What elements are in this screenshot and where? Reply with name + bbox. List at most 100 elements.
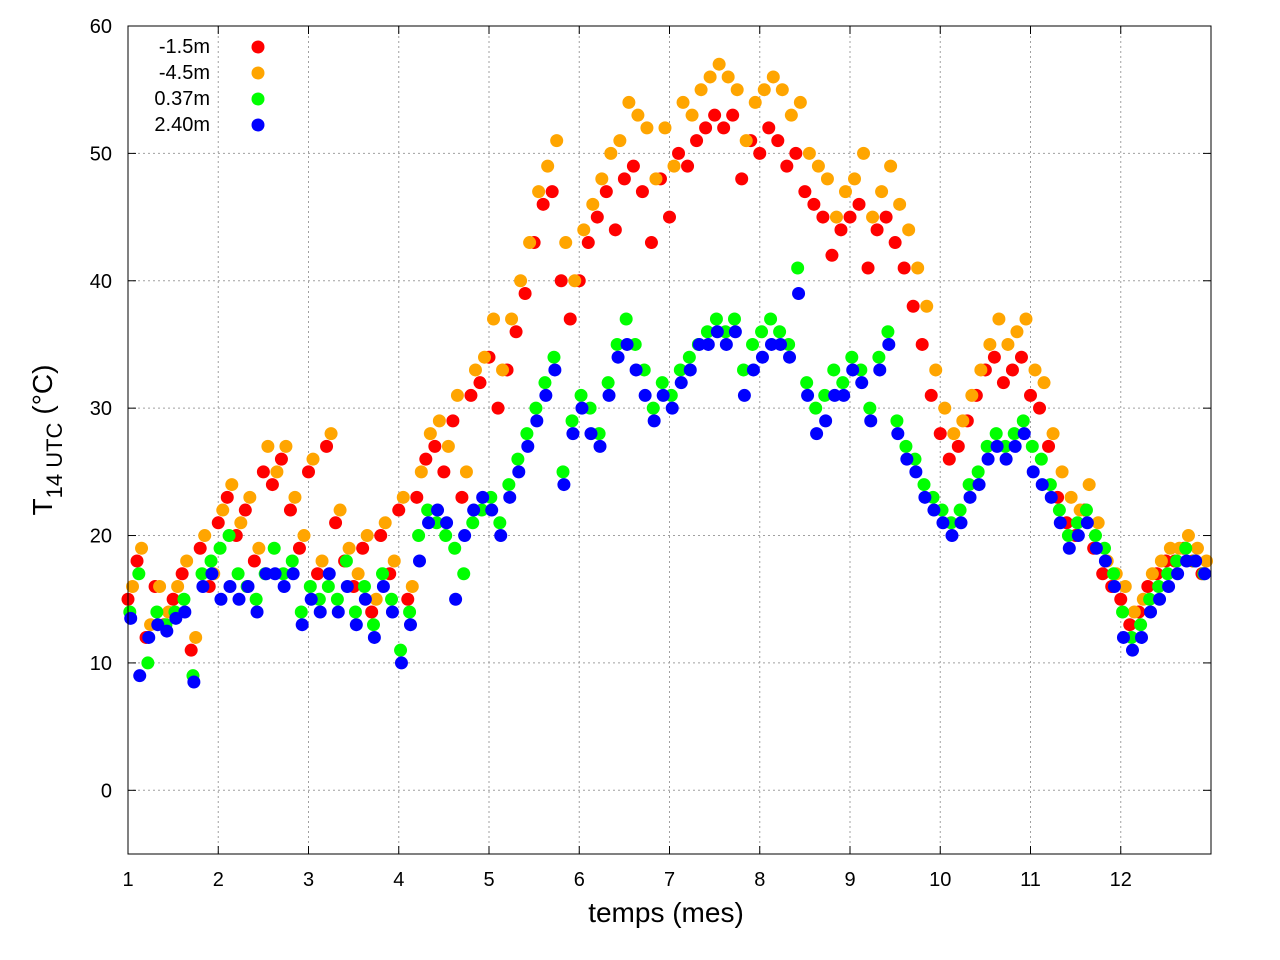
data-point (458, 529, 472, 543)
x-tick-label: 8 (754, 869, 765, 891)
data-point (187, 675, 201, 689)
data-point (656, 388, 670, 402)
data-point (1145, 567, 1159, 581)
data-point (879, 210, 893, 224)
data-point (529, 401, 543, 415)
data-point (1010, 325, 1024, 339)
data-point (394, 643, 408, 657)
data-point (845, 350, 859, 364)
data-point (1163, 541, 1177, 555)
data-point (791, 261, 805, 275)
data-point (214, 592, 228, 606)
data-point (620, 337, 634, 351)
data-point (1154, 554, 1168, 568)
data-point (581, 236, 595, 250)
data-point (166, 592, 180, 606)
data-point (872, 350, 886, 364)
data-point (906, 299, 920, 313)
data-point (1170, 554, 1184, 568)
series-3 (124, 287, 1212, 689)
data-point (1135, 630, 1149, 644)
data-point (261, 439, 275, 453)
data-point (631, 108, 645, 122)
data-point (996, 376, 1010, 390)
data-point (292, 541, 306, 555)
data-point (771, 134, 785, 148)
data-point (1123, 618, 1137, 632)
data-point (467, 503, 481, 517)
y-axis-title-subscript: 14 UTC (42, 422, 67, 498)
data-point (357, 579, 371, 593)
data-point (387, 554, 401, 568)
data-point (563, 312, 577, 326)
data-point (487, 312, 501, 326)
data-point (193, 541, 207, 555)
data-point (701, 337, 715, 351)
data-point (953, 503, 967, 517)
data-point (1116, 605, 1130, 619)
data-point (843, 210, 857, 224)
data-point (448, 541, 462, 555)
data-point (376, 567, 390, 581)
data-point (1046, 427, 1060, 441)
data-point (683, 363, 697, 377)
data-point (712, 57, 726, 71)
data-point (619, 312, 633, 326)
x-tick-label: 4 (393, 869, 404, 891)
data-point (521, 439, 535, 453)
data-point (449, 592, 463, 606)
series-1 (126, 57, 1213, 644)
x-axis-title: temps (mes) (588, 897, 744, 928)
data-point (385, 605, 399, 619)
y-axis-title-unit: (°C) (27, 365, 58, 415)
data-point (954, 516, 968, 530)
data-point (1064, 490, 1078, 504)
data-point (602, 388, 616, 402)
data-point (554, 274, 568, 288)
data-point (983, 337, 997, 351)
data-point (223, 579, 237, 593)
data-point (897, 261, 911, 275)
series-2 (123, 261, 1211, 683)
data-point (431, 503, 445, 517)
data-point (141, 656, 155, 670)
data-point (277, 579, 291, 593)
data-point (1062, 541, 1076, 555)
data-point (189, 630, 203, 644)
data-point (663, 210, 676, 224)
data-point (827, 363, 841, 377)
data-point (130, 554, 144, 568)
data-point (773, 325, 787, 339)
data-point (708, 108, 722, 122)
data-point (746, 363, 760, 377)
data-point (792, 287, 806, 301)
data-point (721, 70, 735, 84)
data-point (963, 490, 977, 504)
data-point (1134, 618, 1148, 632)
data-point (971, 465, 985, 479)
data-point (530, 414, 544, 428)
data-point (1088, 529, 1102, 543)
x-tick-label: 5 (483, 869, 494, 891)
data-point (1034, 452, 1048, 466)
data-point (909, 465, 923, 479)
data-point (604, 146, 618, 160)
data-point (658, 121, 672, 135)
data-point (211, 516, 225, 530)
data-point (891, 427, 905, 441)
data-point (536, 197, 550, 211)
data-point (755, 325, 769, 339)
x-tick-label: 12 (1110, 869, 1132, 891)
data-point (403, 618, 417, 632)
data-point (311, 567, 325, 581)
y-axis-title: T14 UTC (°C) (27, 365, 67, 516)
data-point (861, 261, 875, 275)
data-point (846, 363, 860, 377)
data-point (1171, 567, 1185, 581)
data-point (348, 605, 362, 619)
data-point (942, 452, 956, 466)
data-point (915, 337, 929, 351)
data-point (980, 439, 994, 453)
data-point (520, 427, 534, 441)
